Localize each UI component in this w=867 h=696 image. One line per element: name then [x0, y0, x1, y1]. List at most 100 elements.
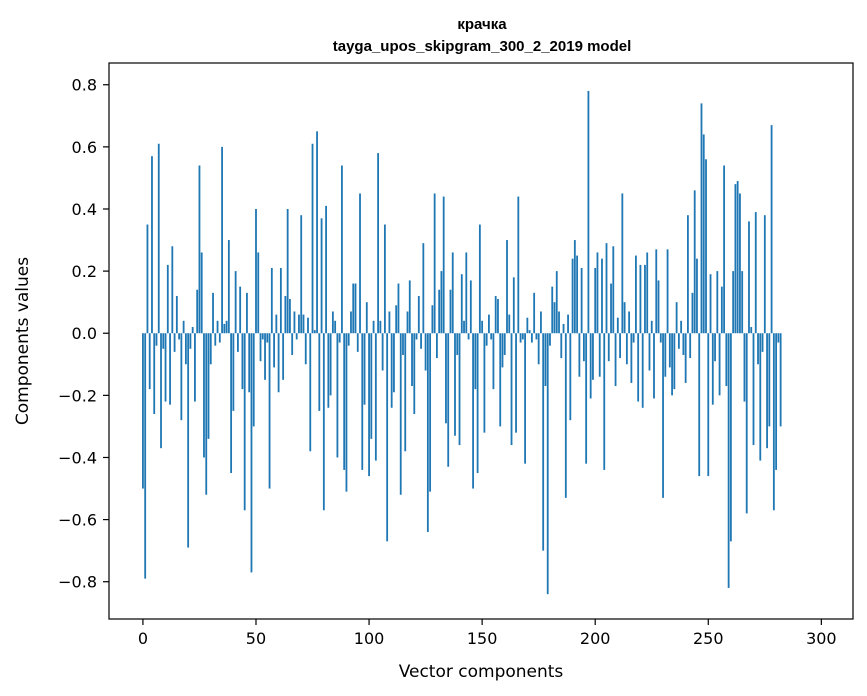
bar-90: [345, 333, 348, 492]
bar-136: [449, 289, 452, 334]
bar-107: [383, 224, 386, 334]
bar-202: [598, 333, 601, 377]
bar-29: [207, 333, 210, 439]
bar-53: [261, 333, 264, 340]
bar-175: [537, 333, 540, 365]
bar-180: [549, 333, 551, 346]
bar-80: [322, 333, 325, 511]
bar-194: [580, 268, 583, 334]
bar-76: [313, 330, 316, 334]
bar-83: [329, 333, 332, 396]
bar-69: [298, 314, 300, 334]
bar-189: [569, 333, 572, 421]
bar-278: [770, 125, 773, 334]
bar-241: [687, 215, 689, 334]
bar-106: [381, 333, 384, 371]
bar-62: [282, 333, 285, 380]
bar-191: [573, 240, 576, 334]
bar-7: [157, 143, 160, 334]
bar-67: [293, 311, 296, 334]
bar-14: [173, 333, 176, 352]
bar-58: [273, 333, 275, 368]
bar-6: [155, 333, 158, 346]
bar-184: [558, 311, 560, 334]
bar-64: [286, 208, 289, 334]
bar-208: [612, 246, 615, 334]
bar-227: [655, 249, 658, 334]
bar-57: [270, 268, 273, 334]
bar-19: [184, 333, 187, 365]
bar-63: [284, 295, 287, 334]
bar-72: [304, 333, 307, 365]
bar-256: [720, 286, 723, 334]
bar-85: [334, 320, 337, 334]
bar-34: [218, 333, 221, 343]
bar-266: [743, 333, 746, 402]
bar-87: [338, 333, 341, 343]
bar-93: [352, 283, 355, 334]
bar-40: [232, 333, 235, 411]
bar-24: [196, 289, 199, 334]
bar-82: [327, 333, 330, 408]
bar-86: [336, 333, 339, 458]
y-tick-label: 0.2: [72, 262, 97, 281]
bar-229: [659, 333, 662, 343]
bar-128: [431, 305, 434, 334]
bar-212: [621, 193, 624, 334]
bar-269: [750, 327, 753, 334]
bar-201: [596, 252, 599, 334]
bar-259: [727, 333, 730, 588]
bar-141: [460, 274, 463, 334]
bar-231: [664, 333, 667, 377]
bar-16: [178, 333, 181, 340]
bar-51: [257, 252, 260, 334]
chart-title: крачка: [457, 16, 507, 33]
bar-113: [397, 283, 400, 334]
bar-122: [417, 295, 420, 334]
bar-205: [605, 243, 608, 334]
bar-138: [454, 333, 456, 436]
x-tick-label: 200: [580, 629, 611, 648]
bar-159: [501, 333, 504, 368]
bar-215: [628, 311, 631, 334]
bar-111: [393, 333, 395, 393]
bar-100: [368, 333, 370, 477]
bar-32: [214, 333, 217, 346]
bar-152: [485, 333, 488, 346]
bar-164: [512, 277, 515, 334]
bar-210: [616, 317, 619, 334]
bar-279: [772, 333, 775, 511]
bar-149: [478, 224, 481, 334]
bar-13: [171, 246, 174, 334]
bar-211: [619, 333, 621, 359]
bar-192: [576, 255, 579, 334]
bar-1: [144, 333, 147, 579]
bar-170: [526, 317, 529, 334]
bar-225: [650, 320, 653, 334]
bar-139: [456, 333, 459, 355]
x-tick-label: 100: [354, 629, 385, 648]
bar-17: [180, 333, 183, 421]
bar-257: [723, 165, 726, 334]
bar-98: [363, 333, 366, 405]
bar-42: [237, 333, 239, 352]
bar-56: [268, 333, 271, 489]
bar-20: [187, 333, 190, 548]
bar-78: [318, 333, 321, 411]
bar-226: [653, 333, 655, 399]
bar-250: [707, 333, 710, 477]
bar-273: [759, 333, 762, 461]
bar-127: [429, 333, 432, 492]
bar-263: [736, 181, 739, 334]
bar-66: [291, 333, 294, 355]
bar-140: [458, 333, 461, 446]
bar-172: [530, 333, 533, 343]
bar-88: [341, 165, 343, 334]
bar-272: [757, 333, 759, 365]
bar-237: [677, 333, 680, 349]
bar-41: [234, 271, 237, 334]
bar-75: [311, 143, 314, 334]
plot-frame: [108, 62, 854, 620]
bar-48: [250, 333, 253, 573]
